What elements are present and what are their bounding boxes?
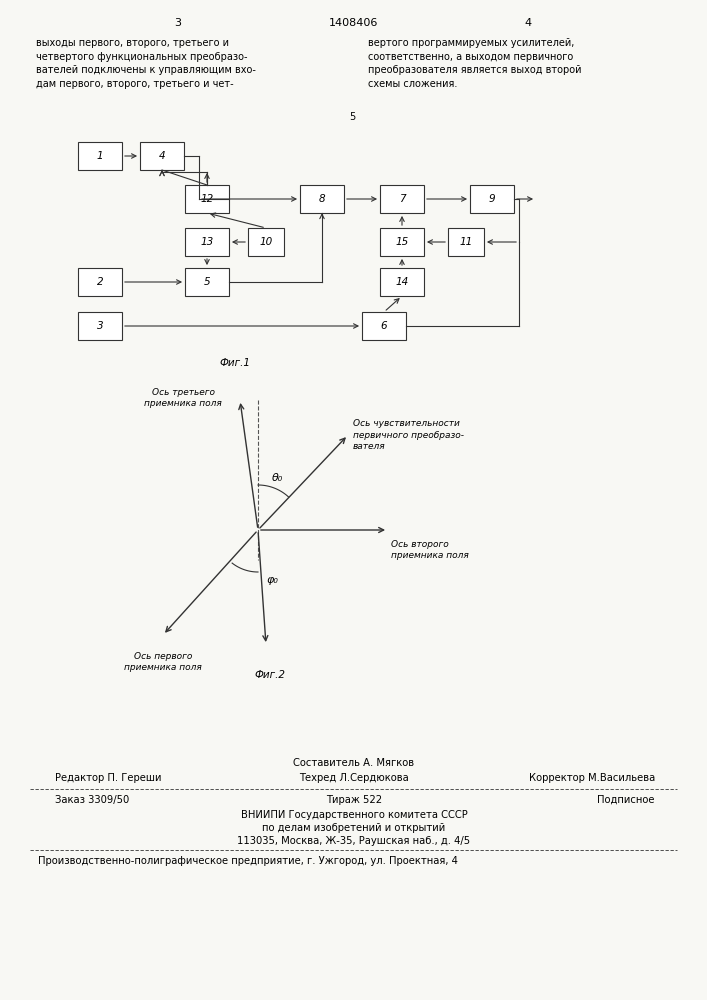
Text: Ось второго
приемника поля: Ось второго приемника поля xyxy=(391,540,469,560)
Text: 5: 5 xyxy=(204,277,210,287)
Text: 6: 6 xyxy=(380,321,387,331)
FancyBboxPatch shape xyxy=(78,268,122,296)
Text: 1408406: 1408406 xyxy=(329,18,379,28)
Text: 14: 14 xyxy=(395,277,409,287)
Text: θ₀: θ₀ xyxy=(272,473,284,483)
Text: 15: 15 xyxy=(395,237,409,247)
Text: 4: 4 xyxy=(158,151,165,161)
FancyBboxPatch shape xyxy=(380,268,424,296)
FancyBboxPatch shape xyxy=(78,312,122,340)
FancyBboxPatch shape xyxy=(248,228,284,256)
FancyBboxPatch shape xyxy=(185,228,229,256)
FancyBboxPatch shape xyxy=(380,185,424,213)
Text: 3: 3 xyxy=(175,18,182,28)
Text: Фиг.2: Фиг.2 xyxy=(255,670,286,680)
Text: 11: 11 xyxy=(460,237,472,247)
Text: φ₀: φ₀ xyxy=(266,575,278,585)
Text: 8: 8 xyxy=(319,194,325,204)
Text: 2: 2 xyxy=(97,277,103,287)
FancyBboxPatch shape xyxy=(470,185,514,213)
Text: Ось чувствительности
первичного преобразо-
вателя: Ось чувствительности первичного преобраз… xyxy=(353,419,464,451)
FancyBboxPatch shape xyxy=(78,142,122,170)
Text: Тираж 522: Тираж 522 xyxy=(326,795,382,805)
Text: Ось первого
приемника поля: Ось первого приемника поля xyxy=(124,652,202,672)
Text: 113035, Москва, Ж-35, Раушская наб., д. 4/5: 113035, Москва, Ж-35, Раушская наб., д. … xyxy=(238,836,471,846)
Text: Фиг.1: Фиг.1 xyxy=(219,358,250,368)
Text: вертого программируемых усилителей,
соответственно, а выходом первичного
преобра: вертого программируемых усилителей, соот… xyxy=(368,38,581,89)
Text: 10: 10 xyxy=(259,237,273,247)
Text: 13: 13 xyxy=(200,237,214,247)
Text: ВНИИПИ Государственного комитета СССР: ВНИИПИ Государственного комитета СССР xyxy=(240,810,467,820)
FancyBboxPatch shape xyxy=(380,228,424,256)
FancyBboxPatch shape xyxy=(185,268,229,296)
Text: Подписное: Подписное xyxy=(597,795,655,805)
Text: 12: 12 xyxy=(200,194,214,204)
FancyBboxPatch shape xyxy=(300,185,344,213)
FancyBboxPatch shape xyxy=(362,312,406,340)
Text: 3: 3 xyxy=(97,321,103,331)
FancyBboxPatch shape xyxy=(185,185,229,213)
Text: 9: 9 xyxy=(489,194,496,204)
FancyBboxPatch shape xyxy=(448,228,484,256)
Text: Ось третьего
приемника поля: Ось третьего приемника поля xyxy=(144,388,222,408)
Text: выходы первого, второго, третьего и
четвертого функциональных преобразо-
вателей: выходы первого, второго, третьего и четв… xyxy=(36,38,256,89)
Text: 1: 1 xyxy=(97,151,103,161)
Text: по делам изобретений и открытий: по делам изобретений и открытий xyxy=(262,823,445,833)
Text: Составитель А. Мягков: Составитель А. Мягков xyxy=(293,758,414,768)
Text: 7: 7 xyxy=(399,194,405,204)
Text: 5: 5 xyxy=(349,112,355,122)
Text: Техред Л.Сердюкова: Техред Л.Сердюкова xyxy=(299,773,409,783)
FancyBboxPatch shape xyxy=(140,142,184,170)
Text: Производственно-полиграфическое предприятие, г. Ужгород, ул. Проектная, 4: Производственно-полиграфическое предприя… xyxy=(38,856,458,866)
Text: Заказ 3309/50: Заказ 3309/50 xyxy=(55,795,129,805)
Text: 4: 4 xyxy=(525,18,532,28)
Text: Корректор М.Васильева: Корректор М.Васильева xyxy=(529,773,655,783)
Text: Редактор П. Гереши: Редактор П. Гереши xyxy=(55,773,161,783)
